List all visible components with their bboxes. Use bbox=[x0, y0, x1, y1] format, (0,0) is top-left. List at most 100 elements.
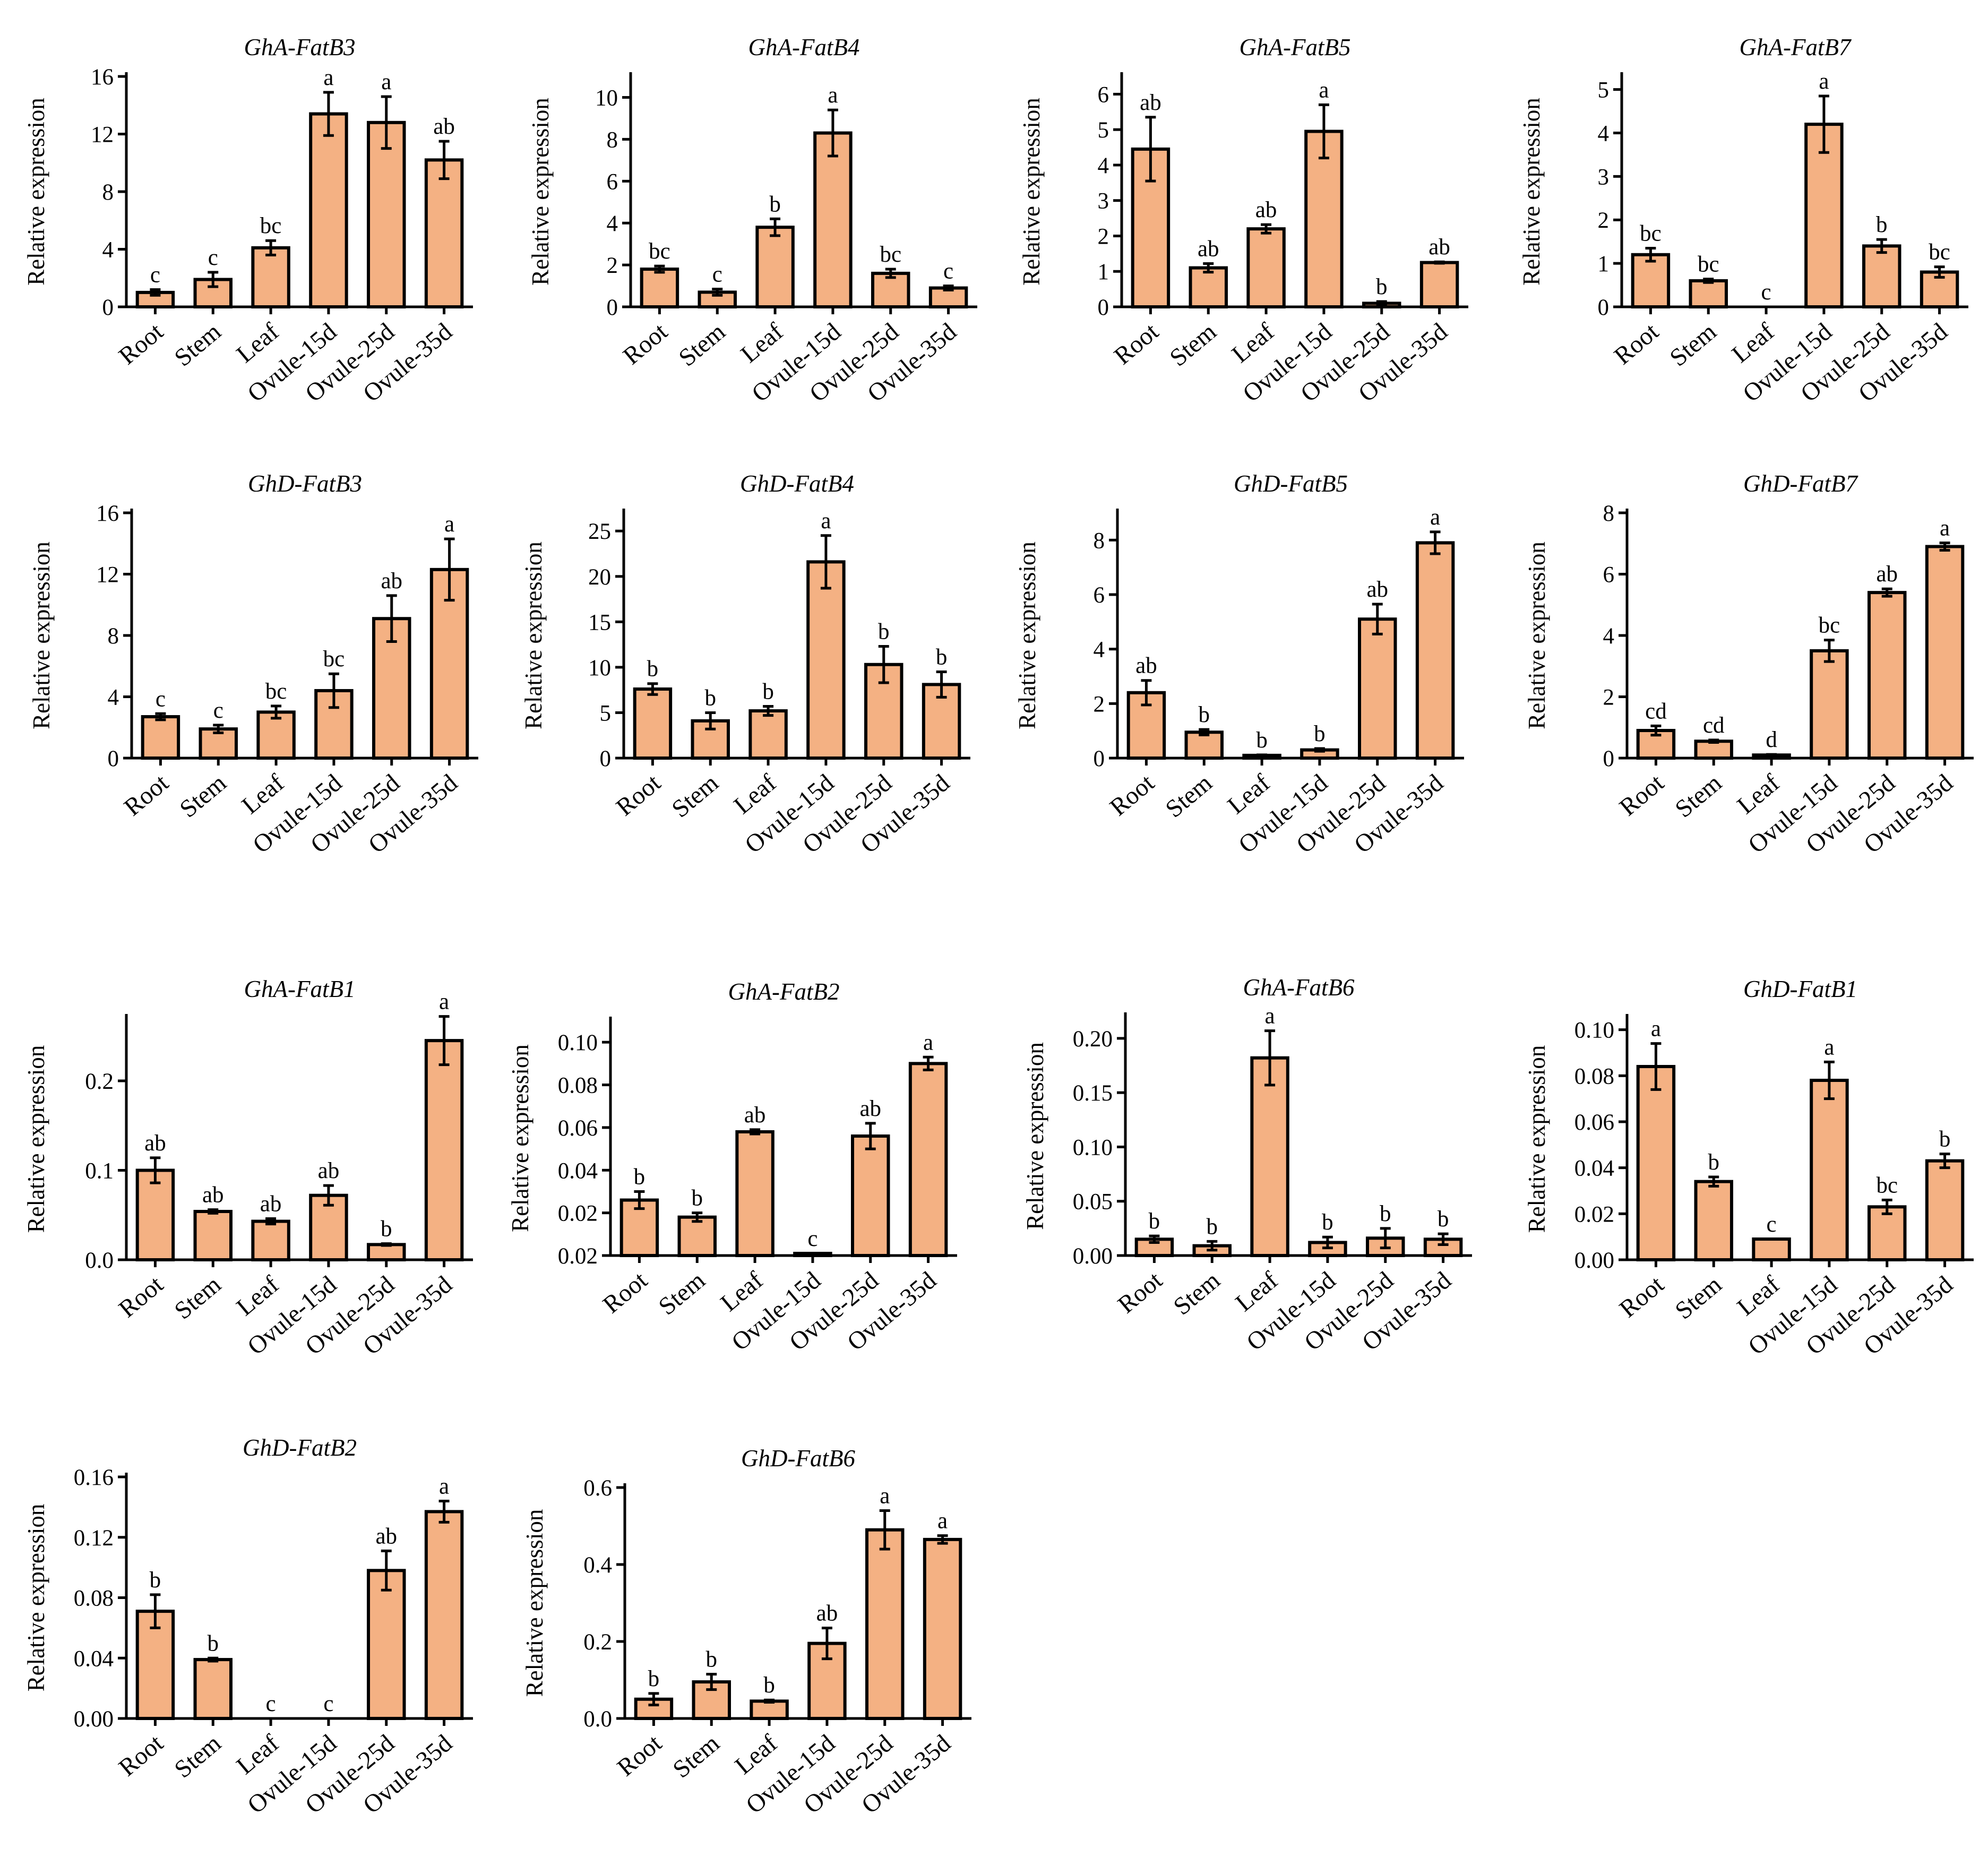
y-tick-label: 0.04 bbox=[74, 1646, 114, 1671]
significance-letter: ab bbox=[859, 1096, 881, 1121]
category-label: Root bbox=[611, 769, 666, 822]
y-tick-label: 10 bbox=[595, 85, 618, 110]
y-tick-label: 8 bbox=[1094, 528, 1105, 553]
bar bbox=[141, 715, 180, 760]
chart-title: GhA-FatB2 bbox=[728, 978, 840, 1005]
bar bbox=[1752, 1237, 1791, 1261]
significance-letter: c bbox=[213, 698, 223, 723]
bar bbox=[1246, 227, 1286, 308]
significance-letter: b bbox=[1199, 702, 1210, 727]
y-tick-label: 0.08 bbox=[558, 1073, 598, 1098]
significance-letter: bc bbox=[1698, 252, 1719, 277]
y-tick-label: 4 bbox=[1603, 624, 1615, 649]
bar bbox=[750, 1699, 789, 1720]
y-axis-label: Relative expression bbox=[1022, 1042, 1048, 1230]
y-tick-label: 6 bbox=[1603, 563, 1615, 588]
significance-letter: a bbox=[923, 1030, 933, 1055]
significance-letter: b bbox=[769, 192, 781, 217]
y-tick-label: 0.0 bbox=[85, 1248, 114, 1273]
significance-letter: c bbox=[156, 686, 166, 711]
y-axis-label: Relative expression bbox=[527, 98, 554, 286]
chart-panel: GhD-FatB1 Relative expression 0.00 0.02 0.04… bbox=[1524, 976, 1974, 1361]
y-tick-label: 4 bbox=[607, 211, 618, 236]
chart-title: GhA-FatB3 bbox=[244, 34, 356, 61]
bar bbox=[193, 1658, 233, 1720]
chart-panel: GhA-FatB6 Relative expression 0.00 0.05 0.10… bbox=[1022, 974, 1472, 1356]
bar bbox=[1925, 1159, 1965, 1262]
y-axis-label: Relative expression bbox=[1018, 98, 1045, 286]
y-tick-label: 4 bbox=[1598, 121, 1610, 146]
significance-letter: ab bbox=[1255, 197, 1277, 222]
category-label: Root bbox=[1109, 318, 1164, 371]
bar bbox=[424, 1039, 464, 1261]
significance-letter: ab bbox=[816, 1601, 838, 1626]
y-tick-label: 0.06 bbox=[558, 1116, 598, 1141]
bar bbox=[1250, 1056, 1289, 1258]
significance-letter: ab bbox=[433, 114, 455, 139]
category-label: Root bbox=[618, 318, 673, 371]
bar bbox=[1810, 1079, 1849, 1261]
significance-letter: b bbox=[762, 679, 774, 704]
y-tick-label: 0.00 bbox=[1073, 1244, 1113, 1269]
significance-letter: c bbox=[208, 245, 218, 270]
category-label: Stem bbox=[1670, 1271, 1727, 1325]
y-tick-label: 0.02 bbox=[1574, 1202, 1614, 1227]
y-axis-label: Relative expression bbox=[1014, 541, 1040, 729]
significance-letter: b bbox=[936, 644, 948, 669]
category-label: Root bbox=[119, 769, 174, 822]
category-label: Root bbox=[1614, 1271, 1669, 1323]
significance-letter: b bbox=[1376, 274, 1388, 299]
y-tick-label: 8 bbox=[102, 180, 114, 205]
category-label: Root bbox=[598, 1267, 652, 1319]
bar bbox=[806, 560, 846, 760]
category-label: Root bbox=[1614, 769, 1669, 822]
y-tick-label: 3 bbox=[1098, 189, 1109, 214]
significance-letter: ab bbox=[260, 1191, 282, 1216]
chart-title: GhA-FatB5 bbox=[1240, 34, 1351, 61]
y-tick-label: 0.4 bbox=[583, 1553, 612, 1578]
bar bbox=[633, 687, 673, 760]
y-tick-label: 0.10 bbox=[1073, 1135, 1113, 1160]
y-axis-label: Relative expression bbox=[507, 1044, 533, 1232]
chart-panel: GhD-FatB4 Relative expression 0 5 10 15 20 25 b R… bbox=[520, 470, 970, 859]
category-label: Root bbox=[114, 318, 168, 371]
y-tick-label: 6 bbox=[1094, 583, 1105, 608]
significance-letter: c bbox=[150, 262, 160, 287]
bar bbox=[424, 1510, 464, 1720]
y-tick-label: 0.15 bbox=[1073, 1081, 1113, 1106]
y-tick-label: 0 bbox=[102, 295, 114, 320]
y-tick-label: 0.00 bbox=[74, 1707, 114, 1732]
y-tick-label: 2 bbox=[1098, 224, 1109, 249]
significance-letter: a bbox=[439, 990, 449, 1015]
significance-letter: bc bbox=[260, 213, 282, 238]
bar bbox=[640, 267, 679, 308]
significance-letter: a bbox=[439, 1474, 449, 1499]
significance-letter: a bbox=[1651, 1017, 1661, 1042]
chart-title: GhD-FatB5 bbox=[1234, 470, 1348, 497]
y-tick-label: 0.06 bbox=[1574, 1110, 1614, 1135]
significance-letter: b bbox=[763, 1673, 775, 1698]
y-tick-label: 0.08 bbox=[74, 1586, 114, 1611]
bar bbox=[367, 1569, 406, 1720]
significance-letter: a bbox=[444, 512, 454, 537]
chart-title: GhD-FatB6 bbox=[741, 1445, 855, 1472]
category-label: Stem bbox=[175, 769, 231, 823]
bar bbox=[1189, 266, 1228, 308]
category-label: Stem bbox=[169, 318, 226, 372]
y-tick-label: 0.08 bbox=[1574, 1064, 1614, 1089]
y-tick-label: 0 bbox=[1098, 295, 1109, 320]
category-label: Stem bbox=[1165, 318, 1221, 372]
significance-letter: bc bbox=[649, 239, 670, 264]
significance-letter: b bbox=[1380, 1201, 1391, 1226]
chart-title: GhD-FatB7 bbox=[1743, 470, 1858, 497]
chart-panel: GhD-FatB6 Relative expression 0.0 0.2 0.4 0.6… bbox=[521, 1445, 971, 1819]
y-tick-label: 4 bbox=[108, 685, 119, 710]
significance-letter: a bbox=[1430, 505, 1440, 530]
y-axis-label: Relative expression bbox=[1524, 1045, 1550, 1233]
significance-letter: ab bbox=[318, 1158, 340, 1183]
y-axis-label: Relative expression bbox=[520, 541, 547, 729]
bar bbox=[1810, 649, 1849, 760]
y-tick-label: 8 bbox=[108, 624, 119, 649]
significance-letter: bc bbox=[265, 679, 287, 704]
